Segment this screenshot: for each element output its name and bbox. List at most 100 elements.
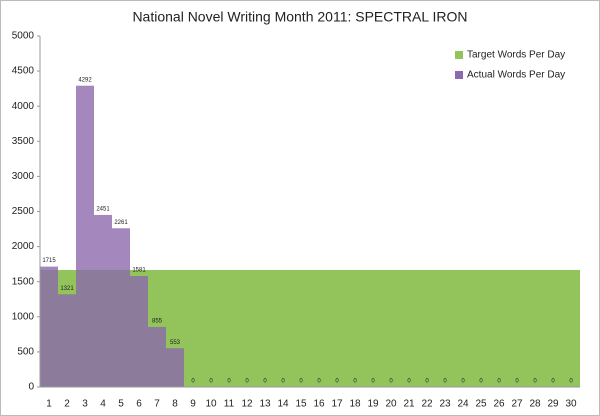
y-tick-label: 4000	[12, 101, 35, 112]
x-tick-label: 25	[475, 399, 487, 410]
y-tick-label: 3000	[12, 171, 35, 182]
x-tick-label: 8	[172, 399, 178, 410]
data-label: 1321	[60, 286, 74, 292]
bar	[436, 269, 454, 387]
data-label: 4292	[78, 77, 92, 83]
data-label: 0	[425, 379, 429, 385]
bar	[220, 269, 238, 387]
y-tick-label: 3500	[12, 136, 35, 147]
data-label: 0	[281, 379, 285, 385]
bar	[148, 326, 166, 387]
y-tick-label: 1500	[12, 276, 35, 287]
chart-title: National Novel Writing Month 2011: SPECT…	[132, 9, 467, 25]
data-label: 0	[479, 379, 483, 385]
x-tick-label: 14	[277, 399, 289, 410]
y-tick-label: 2000	[12, 241, 35, 252]
bar	[382, 269, 400, 387]
bar	[472, 269, 490, 387]
data-label: 1581	[132, 268, 146, 274]
legend-swatch	[455, 71, 463, 79]
bar	[112, 228, 130, 387]
bar	[490, 269, 508, 387]
y-tick-label: 4500	[12, 66, 35, 77]
x-tick-label: 1	[46, 399, 52, 410]
x-tick-label: 3	[82, 399, 88, 410]
bar	[418, 269, 436, 387]
data-label: 553	[170, 340, 181, 346]
x-tick-label: 5	[118, 399, 124, 410]
x-tick-label: 6	[136, 399, 142, 410]
bar	[166, 348, 184, 387]
x-tick-label: 15	[295, 399, 307, 410]
y-tick-label: 5000	[12, 31, 35, 42]
bar	[256, 269, 274, 387]
bar	[454, 269, 472, 387]
data-label: 1715	[42, 258, 56, 264]
x-tick-label: 11	[224, 399, 235, 410]
x-tick-label: 13	[259, 399, 271, 410]
x-tick-label: 2	[64, 399, 70, 410]
data-label: 0	[209, 379, 213, 385]
x-tick-label: 24	[457, 399, 469, 410]
bar	[328, 269, 346, 387]
legend-label: Actual Words Per Day	[467, 70, 565, 81]
x-tick-label: 23	[439, 399, 451, 410]
data-label: 855	[152, 319, 163, 325]
data-label: 2261	[114, 220, 128, 226]
x-tick-label: 18	[349, 399, 361, 410]
bar	[562, 269, 580, 387]
x-tick-label: 20	[385, 399, 397, 410]
data-label: 0	[551, 379, 555, 385]
x-tick-label: 10	[205, 399, 217, 410]
x-tick-label: 27	[511, 399, 523, 410]
bar	[364, 269, 382, 387]
bar	[238, 269, 256, 387]
bar	[400, 269, 418, 387]
x-tick-label: 16	[313, 399, 325, 410]
y-tick-label: 2500	[12, 206, 35, 217]
data-label: 0	[335, 379, 339, 385]
bar	[274, 269, 292, 387]
legend-swatch	[455, 51, 463, 59]
bar	[544, 269, 562, 387]
y-tick-label: 500	[17, 347, 34, 358]
data-label: 0	[461, 379, 465, 385]
data-label: 0	[533, 379, 537, 385]
data-label: 0	[407, 379, 411, 385]
x-tick-label: 4	[100, 399, 106, 410]
x-tick-label: 22	[421, 399, 433, 410]
bar	[292, 269, 310, 387]
x-tick-label: 17	[331, 399, 343, 410]
data-label: 0	[299, 379, 303, 385]
bar	[184, 269, 202, 387]
data-label: 0	[443, 379, 447, 385]
data-label: 0	[515, 379, 519, 385]
bar	[310, 269, 328, 387]
bar	[508, 269, 526, 387]
x-tick-label: 19	[367, 399, 379, 410]
bar	[58, 294, 76, 387]
data-label: 0	[317, 379, 321, 385]
x-tick-label: 9	[190, 399, 196, 410]
x-tick-label: 28	[529, 399, 541, 410]
bar	[76, 85, 94, 387]
bar	[202, 269, 220, 387]
data-label: 0	[353, 379, 357, 385]
x-tick-label: 30	[565, 399, 577, 410]
data-label: 0	[263, 379, 267, 385]
data-label: 2451	[96, 207, 110, 213]
x-tick-label: 12	[241, 399, 253, 410]
bar	[346, 269, 364, 387]
y-tick-label: 0	[28, 382, 34, 393]
bar	[94, 214, 112, 387]
data-label: 0	[227, 379, 231, 385]
data-label: 0	[245, 379, 249, 385]
data-label: 0	[389, 379, 393, 385]
x-tick-label: 7	[154, 399, 160, 410]
x-tick-label: 26	[493, 399, 505, 410]
bar	[40, 266, 58, 387]
y-tick-label: 1000	[12, 311, 35, 322]
data-label: 0	[569, 379, 573, 385]
